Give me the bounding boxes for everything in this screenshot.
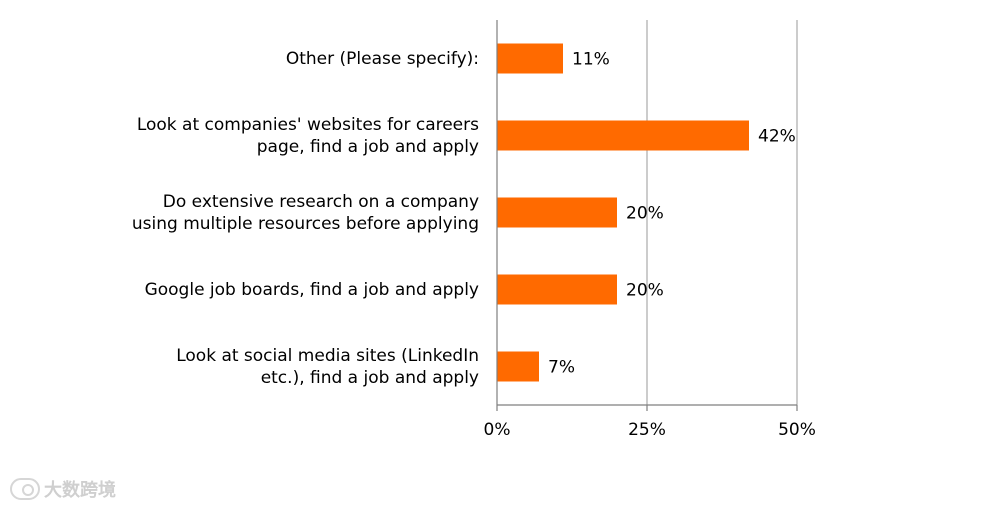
category-label-line: Look at social media sites (LinkedIn — [176, 345, 479, 366]
category-label: Look at social media sites (LinkedIn etc.… — [79, 345, 479, 389]
category-label-line: Google job boards, find a job and apply — [144, 279, 479, 300]
category-label-line: using multiple resources before applying — [131, 213, 479, 234]
watermark-text: 大数跨境 — [44, 480, 116, 501]
bar — [497, 120, 749, 151]
data-label: 20% — [626, 281, 664, 301]
category-label: Do extensive research on a company using … — [79, 191, 479, 235]
category-label: Other (Please specify): — [79, 48, 479, 70]
x-tick-label: 50% — [778, 420, 816, 440]
data-labels: 11% 42% 20% 20% 7% — [548, 50, 796, 378]
bar — [497, 43, 563, 74]
category-label-line: Look at companies' websites for careers — [136, 114, 479, 135]
category-label-line: Do extensive research on a company — [162, 191, 479, 212]
data-label: 42% — [758, 127, 796, 147]
category-label-line: etc.), find a job and apply — [260, 367, 479, 388]
bar — [497, 197, 617, 228]
category-label-line: Other (Please specify): — [285, 48, 479, 69]
x-tick-label: 25% — [628, 420, 666, 440]
bars — [497, 43, 749, 382]
watermark-logo-icon — [10, 478, 40, 500]
data-label: 20% — [626, 204, 664, 224]
watermark: 大数跨境 — [10, 476, 116, 502]
x-axis: 0% 25% 50% — [484, 20, 816, 440]
data-label: 7% — [548, 358, 575, 378]
category-label-line: page, find a job and apply — [256, 136, 479, 157]
category-label: Google job boards, find a job and apply — [79, 279, 479, 301]
bar — [497, 351, 539, 382]
bar — [497, 274, 617, 305]
data-label: 11% — [572, 50, 610, 70]
gridlines — [646, 20, 798, 405]
category-label: Look at companies' websites for careers p… — [79, 114, 479, 158]
x-tick-label: 0% — [484, 420, 511, 440]
